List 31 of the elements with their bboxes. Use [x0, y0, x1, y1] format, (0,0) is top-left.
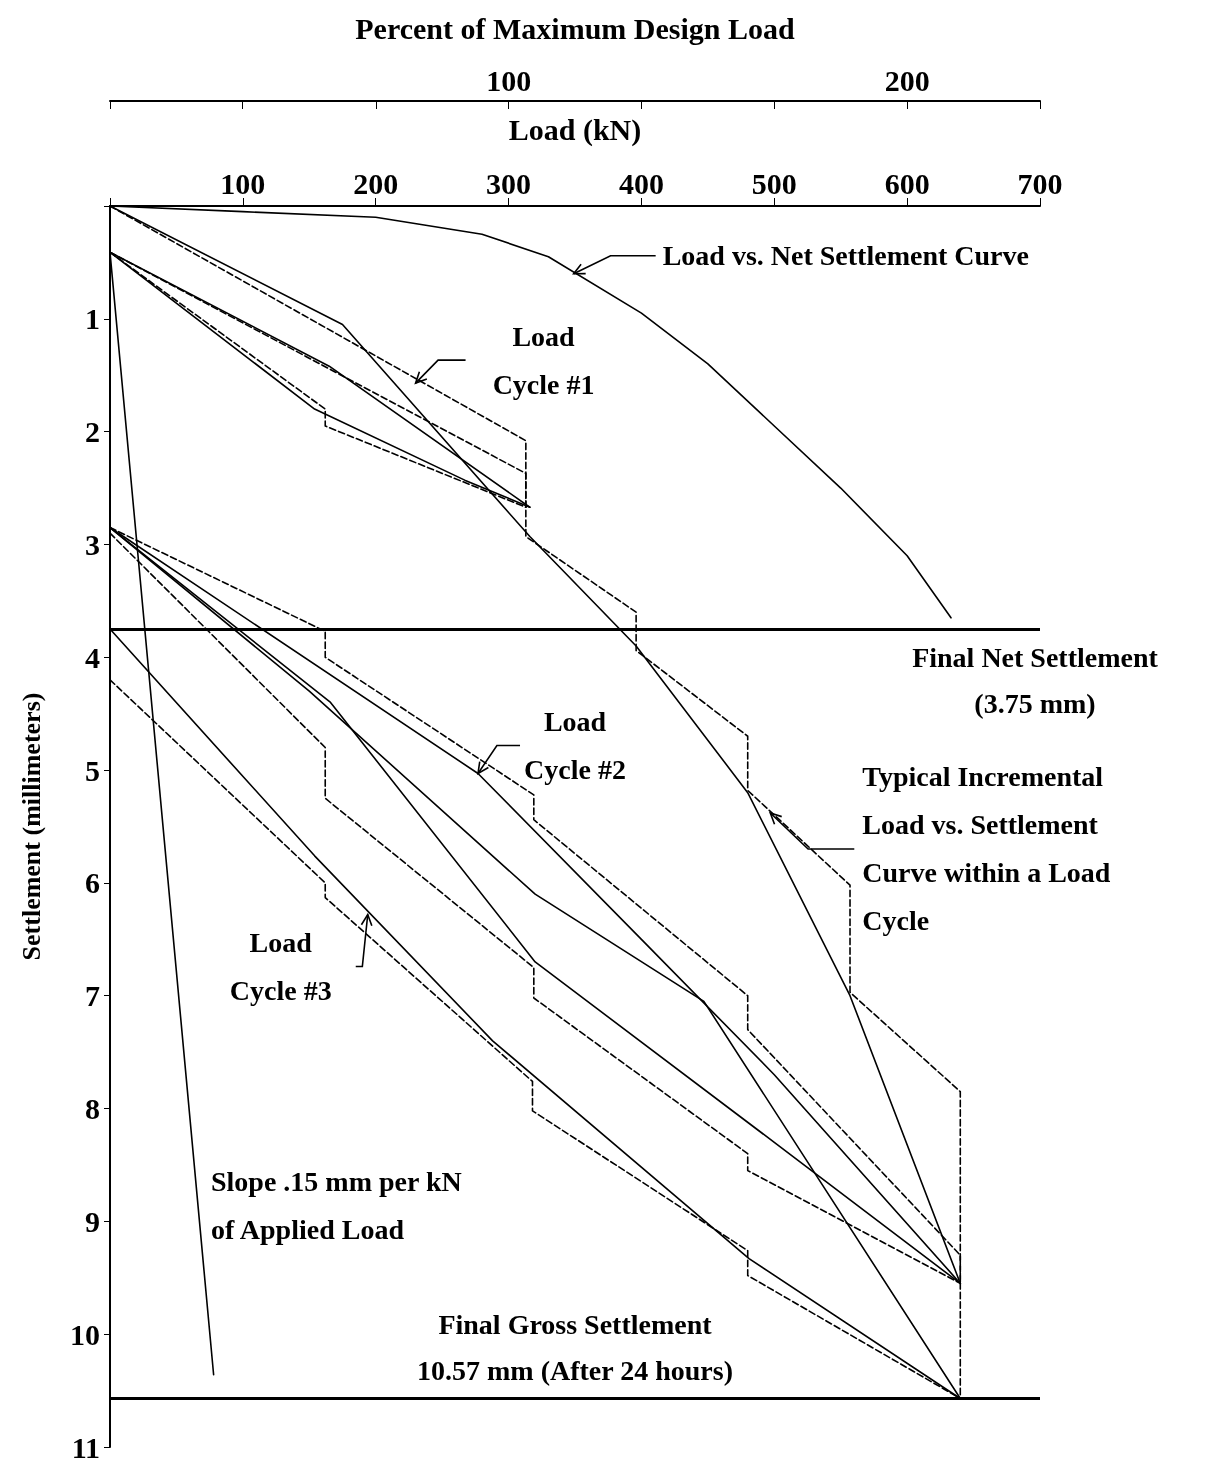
- y-axis-title: Settlement (millimeters): [16, 692, 46, 961]
- y-tick-label: 8: [85, 1092, 100, 1126]
- annotation: Load Cycle #1: [492, 320, 595, 400]
- ref-line-label: Final Net Settlement (3.75 mm): [912, 641, 1159, 719]
- x-axis-title: Load (kN): [508, 112, 642, 147]
- annotation: Slope .15 mm per kN of Applied Load: [211, 1165, 462, 1245]
- y-tick-label: 7: [85, 979, 100, 1013]
- x-tick-label: 600: [884, 166, 930, 200]
- annotation: Load Cycle #2: [524, 705, 626, 785]
- x2-axis-title: Percent of Maximum Design Load: [355, 11, 796, 45]
- x-tick-label: 100: [220, 166, 266, 200]
- x-tick-label: 300: [486, 166, 532, 200]
- y-tick-label: 9: [85, 1204, 100, 1238]
- y-tick-label: 11: [71, 1430, 100, 1464]
- x-tick-label: 700: [1017, 166, 1063, 200]
- x-tick-label: 400: [618, 166, 664, 200]
- y-tick-label: 6: [85, 866, 100, 900]
- ref-line-label: Final Gross Settlement 10.57 mm (After 24 hours): [417, 1308, 733, 1386]
- annotation: Load vs. Net Settlement Curve: [662, 240, 1029, 272]
- y-tick-label: 10: [70, 1317, 100, 1351]
- y-tick-label: 4: [85, 640, 100, 674]
- annotation: Load Cycle #3: [229, 927, 332, 1006]
- y-tick-label: 3: [85, 527, 100, 561]
- x2-tick-label: 100: [486, 63, 532, 97]
- x2-tick-label: 200: [884, 63, 930, 97]
- x-tick-label: 200: [353, 166, 399, 200]
- x-tick-label: 500: [751, 166, 797, 200]
- y-tick-label: 5: [85, 753, 100, 787]
- y-tick-label: 1: [85, 302, 100, 336]
- annotation: Typical Incremental Load vs. Settlement Curve within a Load Cycle: [862, 761, 1111, 937]
- y-tick-label: 2: [85, 415, 100, 449]
